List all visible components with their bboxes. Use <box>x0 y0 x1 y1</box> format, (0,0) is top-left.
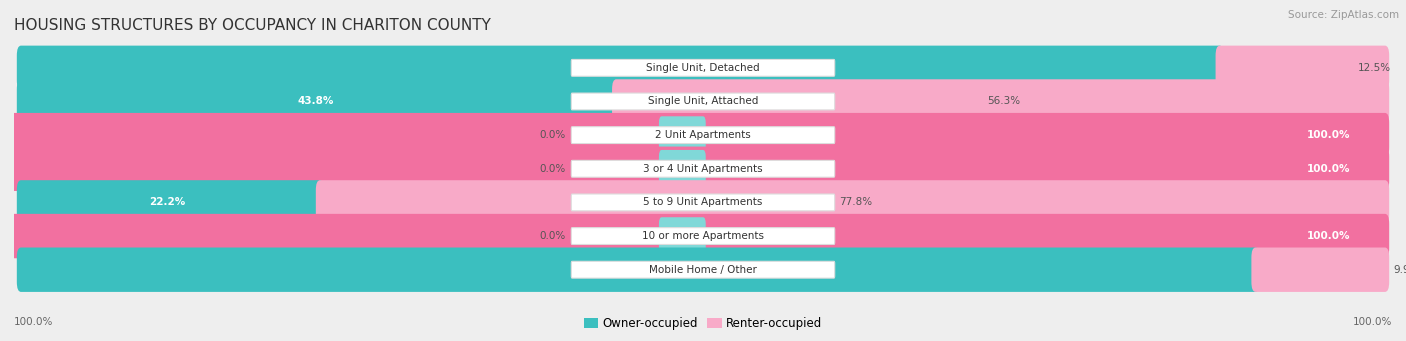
FancyBboxPatch shape <box>17 79 621 124</box>
Text: 100.0%: 100.0% <box>1308 231 1351 241</box>
FancyBboxPatch shape <box>659 217 706 255</box>
Text: 0.0%: 0.0% <box>538 130 565 140</box>
Text: 43.8%: 43.8% <box>298 97 335 106</box>
Text: Mobile Home / Other: Mobile Home / Other <box>650 265 756 275</box>
FancyBboxPatch shape <box>571 93 835 110</box>
FancyBboxPatch shape <box>10 214 1389 258</box>
FancyBboxPatch shape <box>571 194 835 211</box>
Text: 0.0%: 0.0% <box>538 231 565 241</box>
FancyBboxPatch shape <box>18 115 1388 155</box>
FancyBboxPatch shape <box>18 47 1388 88</box>
Text: 56.3%: 56.3% <box>987 97 1021 106</box>
Text: HOUSING STRUCTURES BY OCCUPANCY IN CHARITON COUNTY: HOUSING STRUCTURES BY OCCUPANCY IN CHARI… <box>14 18 491 33</box>
Text: Single Unit, Attached: Single Unit, Attached <box>648 97 758 106</box>
FancyBboxPatch shape <box>659 150 706 188</box>
Text: 90.1%: 90.1% <box>617 265 652 275</box>
Text: 100.0%: 100.0% <box>14 317 53 327</box>
FancyBboxPatch shape <box>571 160 835 177</box>
Text: 5 to 9 Unit Apartments: 5 to 9 Unit Apartments <box>644 197 762 207</box>
Text: 3 or 4 Unit Apartments: 3 or 4 Unit Apartments <box>643 164 763 174</box>
Text: 77.8%: 77.8% <box>839 197 873 207</box>
Text: 10 or more Apartments: 10 or more Apartments <box>643 231 763 241</box>
Text: 2 Unit Apartments: 2 Unit Apartments <box>655 130 751 140</box>
FancyBboxPatch shape <box>571 59 835 76</box>
FancyBboxPatch shape <box>316 180 1389 225</box>
Text: 87.5%: 87.5% <box>599 63 636 73</box>
FancyBboxPatch shape <box>571 228 835 244</box>
Text: 0.0%: 0.0% <box>538 164 565 174</box>
FancyBboxPatch shape <box>18 249 1388 290</box>
FancyBboxPatch shape <box>17 46 1223 90</box>
FancyBboxPatch shape <box>10 113 1389 157</box>
Text: Single Unit, Detached: Single Unit, Detached <box>647 63 759 73</box>
FancyBboxPatch shape <box>10 147 1389 191</box>
FancyBboxPatch shape <box>18 81 1388 122</box>
Text: Source: ZipAtlas.com: Source: ZipAtlas.com <box>1288 10 1399 20</box>
Text: 100.0%: 100.0% <box>1353 317 1392 327</box>
FancyBboxPatch shape <box>571 261 835 278</box>
FancyBboxPatch shape <box>571 127 835 144</box>
FancyBboxPatch shape <box>659 116 706 154</box>
FancyBboxPatch shape <box>18 148 1388 189</box>
Text: 100.0%: 100.0% <box>1308 164 1351 174</box>
Text: 22.2%: 22.2% <box>149 197 186 207</box>
FancyBboxPatch shape <box>1251 248 1389 292</box>
Legend: Owner-occupied, Renter-occupied: Owner-occupied, Renter-occupied <box>579 313 827 335</box>
FancyBboxPatch shape <box>1216 46 1389 90</box>
Text: 9.9%: 9.9% <box>1393 265 1406 275</box>
FancyBboxPatch shape <box>18 182 1388 223</box>
Text: 12.5%: 12.5% <box>1358 63 1391 73</box>
FancyBboxPatch shape <box>17 180 325 225</box>
FancyBboxPatch shape <box>612 79 1389 124</box>
FancyBboxPatch shape <box>17 248 1260 292</box>
Text: 100.0%: 100.0% <box>1308 130 1351 140</box>
FancyBboxPatch shape <box>18 216 1388 256</box>
